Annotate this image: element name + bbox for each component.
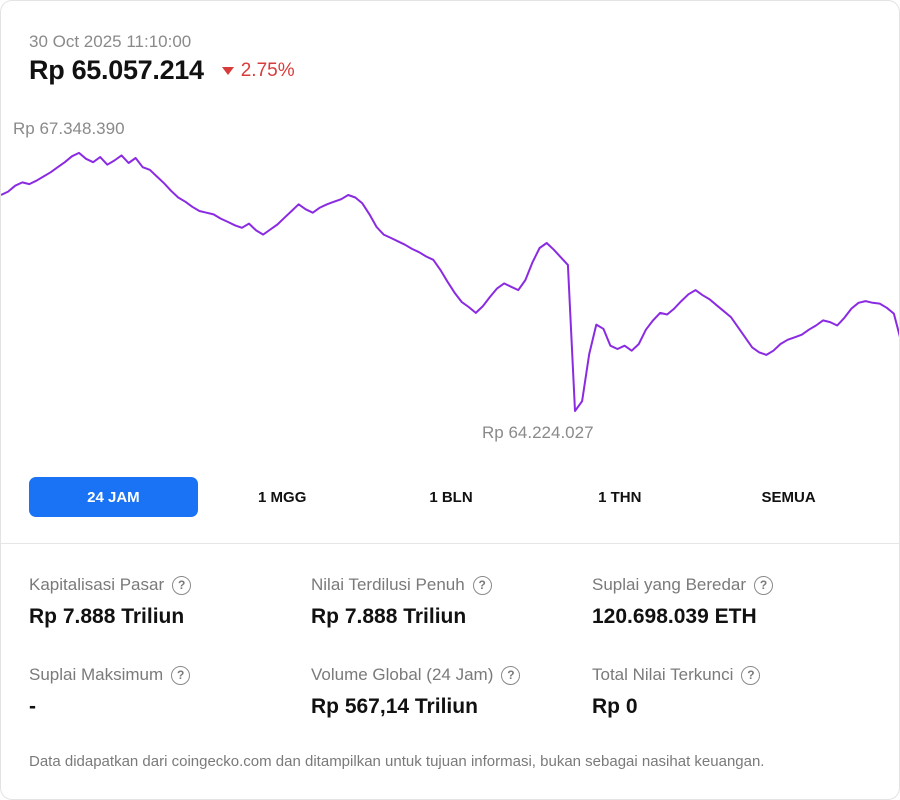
chart-low-label: Rp 64.224.027 [482, 423, 594, 442]
tab-1-mgg[interactable]: 1 MGG [258, 488, 307, 506]
price-series-line [1, 151, 899, 412]
tab-semua[interactable]: SEMUA [761, 488, 816, 506]
question-circle-icon[interactable]: ? [501, 665, 521, 685]
timestamp: 30 Oct 2025 11:10:00 [29, 32, 192, 51]
question-circle-icon[interactable]: ? [171, 665, 191, 685]
stat-label: Suplai yang Beredar [592, 575, 747, 594]
question-circle-icon[interactable]: ? [172, 575, 192, 595]
stat-total-value-locked: Total Nilai Terkunci ? Rp 0 [592, 665, 862, 719]
stat-global-volume: Volume Global (24 Jam) ? Rp 567,14 Trili… [311, 665, 581, 719]
tab-1-thn[interactable]: 1 THN [598, 488, 642, 506]
stat-label: Nilai Terdilusi Penuh [311, 575, 465, 594]
divider [1, 543, 899, 544]
stat-circulating-supply: Suplai yang Beredar ? 120.698.039 ETH [592, 575, 862, 629]
stat-value: Rp 567,14 Triliun [311, 695, 478, 718]
price-line-chart[interactable] [1, 113, 900, 453]
current-price: Rp 65.057.214 [29, 55, 204, 85]
disclaimer-text: Data didapatkan dari coingecko.com dan d… [29, 753, 765, 770]
stat-value: - [29, 695, 36, 718]
stat-value: 120.698.039 ETH [592, 605, 757, 628]
stat-value: Rp 0 [592, 695, 638, 718]
stat-label: Suplai Maksimum [29, 665, 164, 684]
time-range-tabs: 24 JAM 1 MGG 1 BLN 1 THN SEMUA [29, 477, 873, 517]
stat-label: Kapitalisasi Pasar [29, 575, 165, 594]
stat-label: Volume Global (24 Jam) [311, 665, 494, 684]
question-circle-icon[interactable]: ? [741, 665, 761, 685]
tab-1-bln[interactable]: 1 BLN [429, 488, 473, 506]
chart-high-label: Rp 67.348.390 [13, 119, 125, 138]
price-change: 2.75% [221, 59, 295, 82]
stat-value: Rp 7.888 Triliun [311, 605, 467, 628]
price-row: Rp 65.057.214 2.75% [29, 55, 295, 86]
stat-value: Rp 7.888 Triliun [29, 605, 185, 628]
arrow-down-icon [221, 67, 234, 75]
tab-24-jam[interactable]: 24 JAM [29, 477, 198, 517]
question-circle-icon[interactable]: ? [472, 575, 492, 595]
stat-market-cap: Kapitalisasi Pasar ? Rp 7.888 Triliun [29, 575, 299, 629]
stat-label: Total Nilai Terkunci [592, 665, 734, 684]
stat-fully-diluted: Nilai Terdilusi Penuh ? Rp 7.888 Triliun [311, 575, 581, 629]
price-change-percent: 2.75% [240, 59, 295, 81]
stat-max-supply: Suplai Maksimum ? - [29, 665, 299, 719]
question-circle-icon[interactable]: ? [754, 575, 774, 595]
